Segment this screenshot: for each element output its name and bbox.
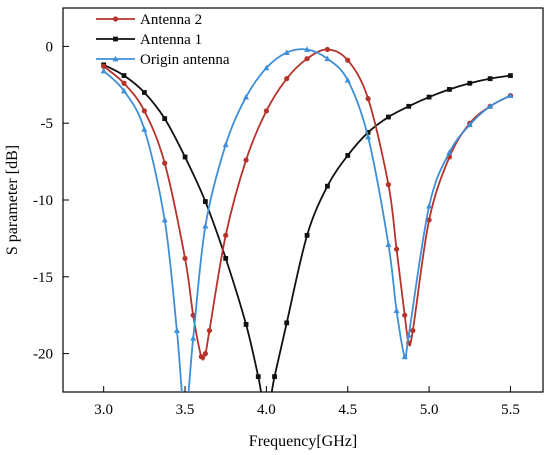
- y-tick-label: -15: [33, 270, 53, 286]
- data-point: [325, 183, 330, 189]
- data-point: [426, 202, 433, 209]
- data-point: [467, 80, 473, 86]
- data-point: [426, 94, 432, 100]
- data-point: [223, 255, 229, 261]
- data-point: [426, 217, 432, 223]
- data-point: [365, 133, 372, 140]
- plot-frame: [62, 7, 544, 393]
- series-antenna-1: [101, 62, 513, 392]
- data-point: [206, 327, 213, 334]
- legend-marker: [112, 16, 119, 22]
- data-point: [345, 153, 351, 158]
- data-point: [410, 327, 416, 334]
- data-point: [255, 374, 261, 380]
- legend-item: Origin antenna: [96, 52, 230, 68]
- data-point: [182, 255, 188, 261]
- data-point: [324, 46, 331, 53]
- legend-label: Antenna 2: [140, 12, 202, 28]
- x-tick-label: 5.5: [501, 402, 520, 418]
- data-point: [263, 64, 270, 71]
- series-line: [103, 48, 511, 361]
- data-point: [121, 87, 128, 94]
- data-point: [284, 76, 290, 82]
- data-point: [283, 49, 290, 55]
- series-origin-antenna: [100, 46, 514, 392]
- y-axis-title: S parameter [dB]: [4, 145, 21, 255]
- data-point: [507, 92, 514, 98]
- data-point: [121, 80, 127, 86]
- data-point: [401, 353, 408, 360]
- data-point: [223, 232, 229, 238]
- data-point: [304, 56, 310, 62]
- data-point: [344, 76, 351, 83]
- data-point: [272, 374, 277, 380]
- data-point: [243, 93, 250, 100]
- x-tick-label: 3.0: [94, 402, 113, 418]
- legend-label: Origin antenna: [140, 52, 230, 68]
- data-point: [487, 76, 493, 82]
- data-point: [202, 222, 209, 229]
- data-point: [304, 46, 311, 52]
- data-point: [393, 307, 400, 313]
- data-point: [365, 96, 371, 102]
- data-point: [101, 63, 107, 69]
- data-point: [447, 87, 452, 92]
- series-layer: [100, 46, 514, 392]
- data-point: [141, 90, 147, 95]
- data-point: [202, 351, 208, 357]
- data-point: [173, 327, 180, 333]
- data-point: [345, 57, 351, 63]
- legend-marker: [113, 36, 118, 42]
- y-tick-label: -10: [33, 193, 53, 209]
- x-tick-label: 3.5: [176, 402, 195, 418]
- data-point: [263, 108, 269, 114]
- data-point: [365, 130, 371, 135]
- x-tick-label: 4.5: [338, 402, 357, 418]
- data-point: [141, 108, 147, 114]
- data-point: [190, 335, 197, 341]
- data-point: [324, 55, 331, 62]
- y-tick-label: -5: [41, 116, 54, 132]
- data-point: [406, 103, 412, 109]
- legend-item: Antenna 1: [96, 32, 202, 48]
- data-point: [161, 216, 168, 223]
- data-point: [393, 246, 400, 252]
- y-tick-label: -20: [33, 347, 53, 363]
- data-point: [243, 322, 249, 327]
- data-point: [198, 354, 204, 360]
- data-point: [162, 160, 168, 166]
- data-point: [304, 232, 310, 238]
- data-point: [386, 114, 391, 120]
- data-point: [385, 182, 392, 188]
- legend-item: Antenna 2: [96, 12, 202, 28]
- data-point: [243, 157, 249, 163]
- data-point: [162, 116, 168, 121]
- data-point: [222, 141, 229, 148]
- legend-marker: [112, 55, 119, 62]
- data-point: [446, 149, 453, 155]
- series-antenna-2: [101, 46, 514, 361]
- legend-label: Antenna 1: [140, 32, 202, 48]
- data-point: [182, 154, 188, 160]
- x-tick-label: 4.0: [257, 402, 276, 418]
- data-point: [284, 320, 290, 326]
- data-point: [202, 199, 208, 204]
- axis-ticks: 3.0 3.5 4.0 4.5 5.0 5.5 0 -5 -10 -15 -20: [33, 39, 520, 418]
- data-point: [121, 73, 127, 78]
- data-point: [141, 126, 148, 132]
- x-tick-label: 5.0: [420, 402, 439, 418]
- data-point: [385, 241, 392, 247]
- y-tick-label: 0: [46, 39, 54, 55]
- series-line: [103, 48, 511, 392]
- x-axis-title: Frequency[GHz]: [249, 433, 357, 450]
- data-point: [466, 121, 473, 128]
- data-point: [402, 312, 408, 318]
- legend: Antenna 2 Antenna 1 Origin antenna: [96, 12, 230, 68]
- data-point: [405, 331, 412, 338]
- data-point: [100, 67, 107, 74]
- data-point: [487, 103, 494, 109]
- data-point: [508, 73, 513, 78]
